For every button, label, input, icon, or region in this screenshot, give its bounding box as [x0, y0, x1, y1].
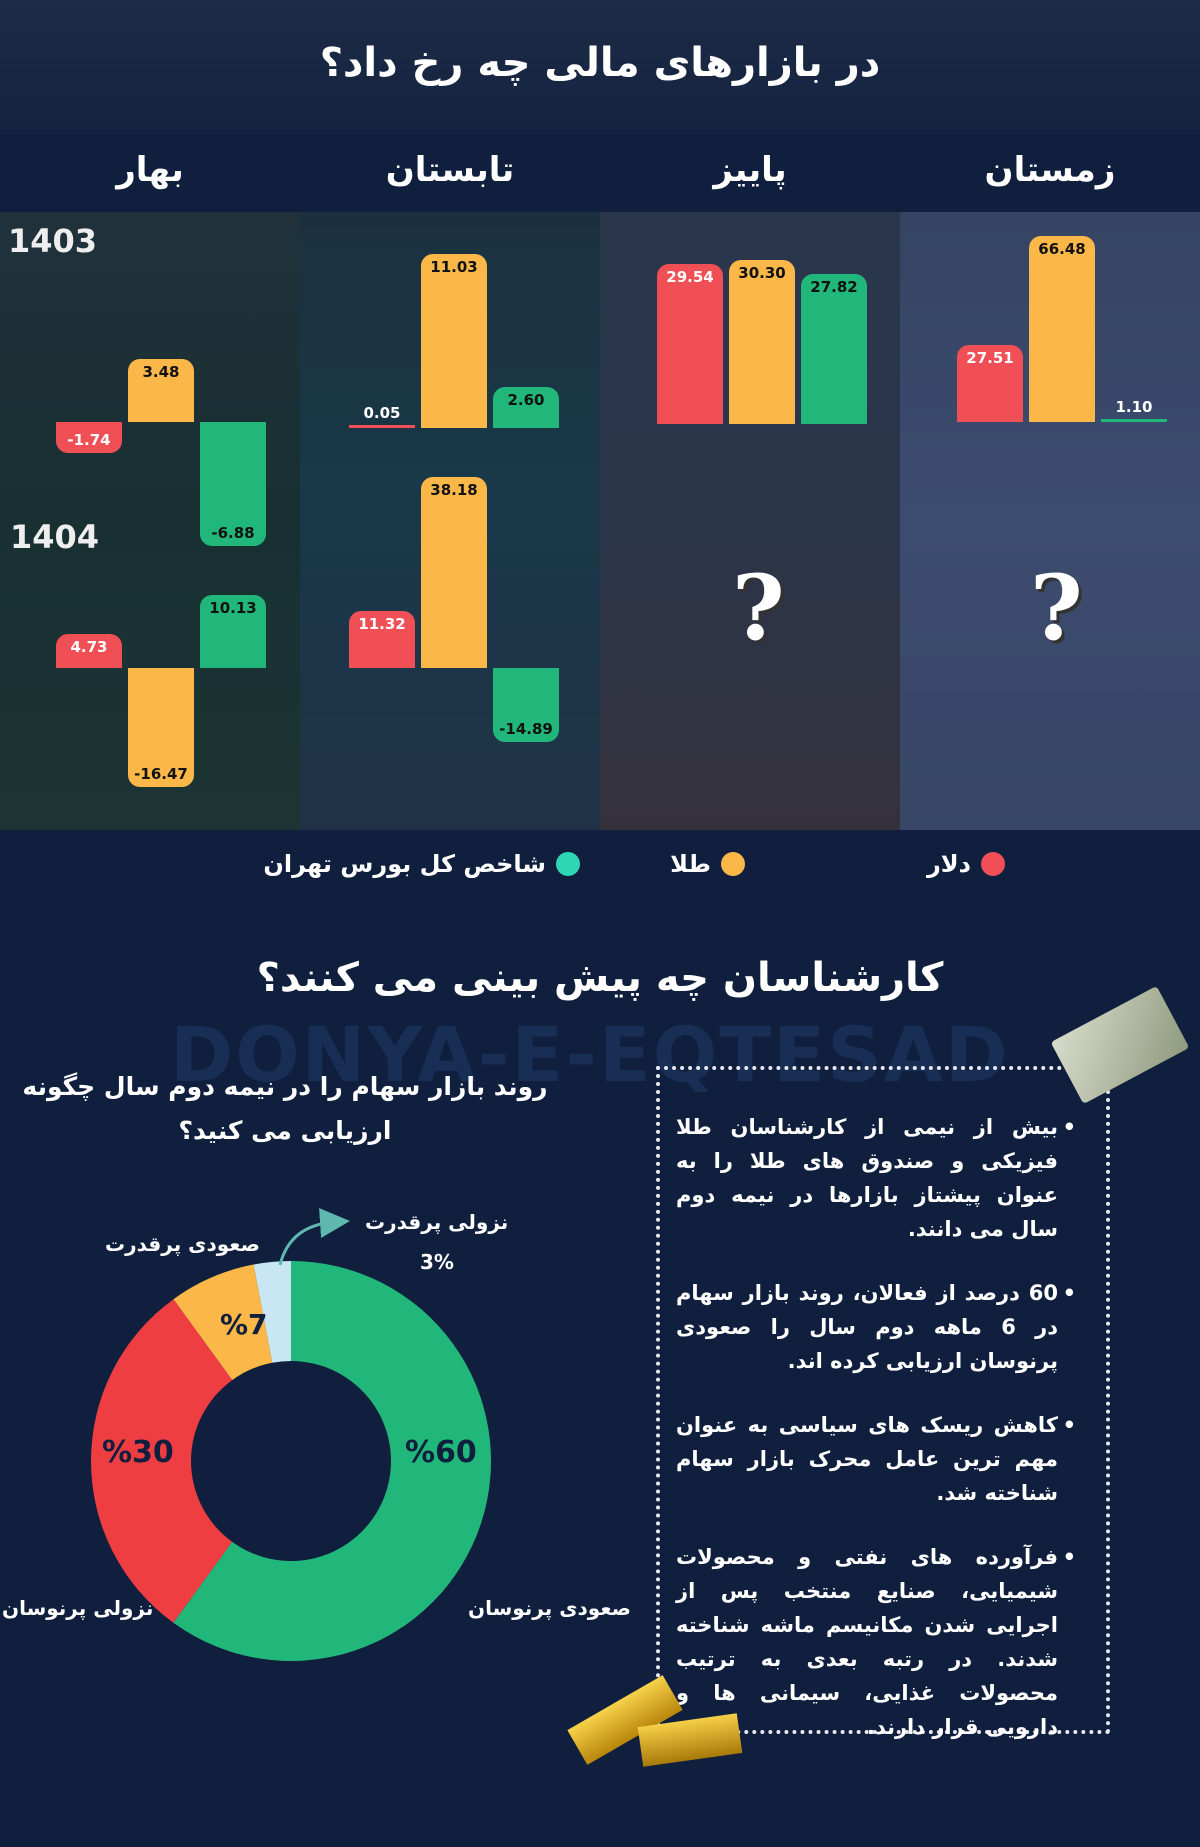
- bar-بهار-1404-1: [128, 668, 194, 787]
- survey-question: روند بازار سهام را در نیمه دوم سال چگونه…: [22, 1072, 548, 1145]
- bar-بهار-1403-1: [128, 359, 194, 422]
- bar-value-label: 1.10: [1115, 398, 1153, 416]
- bar-زمستان-1403-0: [957, 344, 1023, 422]
- slice-label-30: %30: [102, 1435, 174, 1470]
- bar-تابستان-1403-0: [349, 425, 415, 428]
- question-mark-winter-1404: ?: [1030, 555, 1083, 661]
- bar-value-label: 4.73: [70, 637, 108, 656]
- bar-value-label: 66.48: [1038, 239, 1086, 258]
- legend-dot-icon: [981, 852, 1005, 876]
- slice-name-strong-down: نزولی پرقدرت: [365, 1210, 509, 1234]
- bar-بهار-1404-2: [200, 595, 266, 668]
- note-item: بیش از نیمی از کارشناسان طلا فیزیکی و صن…: [676, 1110, 1076, 1246]
- legend-gold: طلا: [670, 850, 745, 878]
- panel-winter: [900, 212, 1200, 830]
- slice-name-volatile-up: صعودی پرنوسان: [468, 1596, 631, 1620]
- legend: دلار طلا شاخص کل بورس تهران: [0, 850, 1200, 900]
- page-title: در بازارهای مالی چه رخ داد؟: [319, 40, 881, 86]
- season-headers: زمستان پاییز تابستان بهار: [0, 130, 1200, 212]
- bar-value-label: 27.51: [966, 348, 1014, 367]
- bar-value-label: -6.88: [211, 523, 255, 542]
- bar-value-label: -14.89: [499, 720, 553, 739]
- bar-بهار-1403-0: [56, 422, 122, 454]
- year-label-1404: 1404: [10, 518, 100, 556]
- bar-value-label: 30.30: [738, 264, 786, 283]
- expert-notes: بیش از نیمی از کارشناسان طلا فیزیکی و صن…: [676, 1110, 1076, 1774]
- arrow-icon: [278, 1208, 350, 1266]
- bar-value-label: -1.74: [67, 431, 111, 450]
- note-item: کاهش ریسک های سیاسی به عنوان مهم ترین عا…: [676, 1408, 1076, 1510]
- bar-بهار-1403-2: [200, 422, 266, 546]
- slice-name-strong-up: صعودی پرقدرت: [105, 1232, 260, 1256]
- season-fall: پاییز: [713, 150, 787, 190]
- bar-پاییز-1403-0: [657, 264, 723, 424]
- slice-name-volatile-down: نزولی پرنوسان: [2, 1596, 154, 1620]
- section-title: کارشناسان چه پیش بینی می کنند؟: [256, 955, 944, 1001]
- legend-label: دلار: [926, 850, 971, 878]
- bar-value-label: 2.60: [507, 390, 545, 409]
- bar-تابستان-1404-1: [421, 477, 487, 668]
- bar-بهار-1404-0: [56, 633, 122, 668]
- bar-value-label: 29.54: [666, 268, 714, 287]
- bar-value-label: 10.13: [209, 599, 257, 618]
- year-label-1403: 1403: [8, 222, 98, 260]
- donut-slice: [173, 1261, 492, 1661]
- bar-تابستان-1404-0: [349, 611, 415, 668]
- slice-label-60: %60: [405, 1435, 477, 1470]
- donut-slice: [90, 1299, 233, 1623]
- season-spring: بهار: [116, 150, 184, 190]
- top-banner: [0, 0, 1200, 130]
- bar-پاییز-1403-1: [729, 260, 795, 424]
- legend-label: طلا: [670, 850, 711, 878]
- bar-value-label: 38.18: [430, 481, 478, 500]
- donut-slice: [173, 1264, 273, 1381]
- bar-تابستان-1403-1: [421, 253, 487, 428]
- watermark-logo: DONYA-E-EQTESAD: [170, 1010, 1010, 1099]
- legend-label: شاخص کل بورس تهران: [263, 850, 546, 878]
- donut-slice: [253, 1261, 291, 1363]
- bar-value-label: 27.82: [810, 277, 858, 296]
- season-winter: زمستان: [984, 150, 1116, 190]
- legend-dot-icon: [556, 852, 580, 876]
- slice-label-3: 3%: [420, 1250, 454, 1274]
- season-summer: تابستان: [385, 150, 515, 190]
- bar-تابستان-1404-2: [493, 668, 559, 743]
- note-item: 60 درصد از فعالان، روند بازار سهام در 6 …: [676, 1276, 1076, 1378]
- slice-label-7: %7: [220, 1308, 268, 1341]
- bar-پاییز-1403-2: [801, 273, 867, 424]
- bar-value-label: 11.03: [430, 257, 478, 276]
- legend-dollar: دلار: [927, 850, 1005, 878]
- bar-زمستان-1403-2: [1101, 418, 1167, 422]
- bar-value-label: 11.32: [358, 615, 406, 634]
- legend-tse-index: شاخص کل بورس تهران: [263, 850, 580, 878]
- bar-value-label: 3.48: [142, 363, 180, 382]
- donut-chart: [90, 1208, 492, 1661]
- question-mark-fall-1404: ?: [732, 555, 785, 661]
- bar-تابستان-1403-2: [493, 386, 559, 428]
- bar-زمستان-1403-1: [1029, 235, 1095, 422]
- gold-bars-icon: [560, 1675, 760, 1770]
- legend-dot-icon: [721, 852, 745, 876]
- note-item: فرآورده های نفتی و محصولات شیمیایی، صنای…: [676, 1540, 1076, 1744]
- bar-value-label: 0.05: [363, 404, 401, 422]
- bar-value-label: -16.47: [134, 764, 188, 783]
